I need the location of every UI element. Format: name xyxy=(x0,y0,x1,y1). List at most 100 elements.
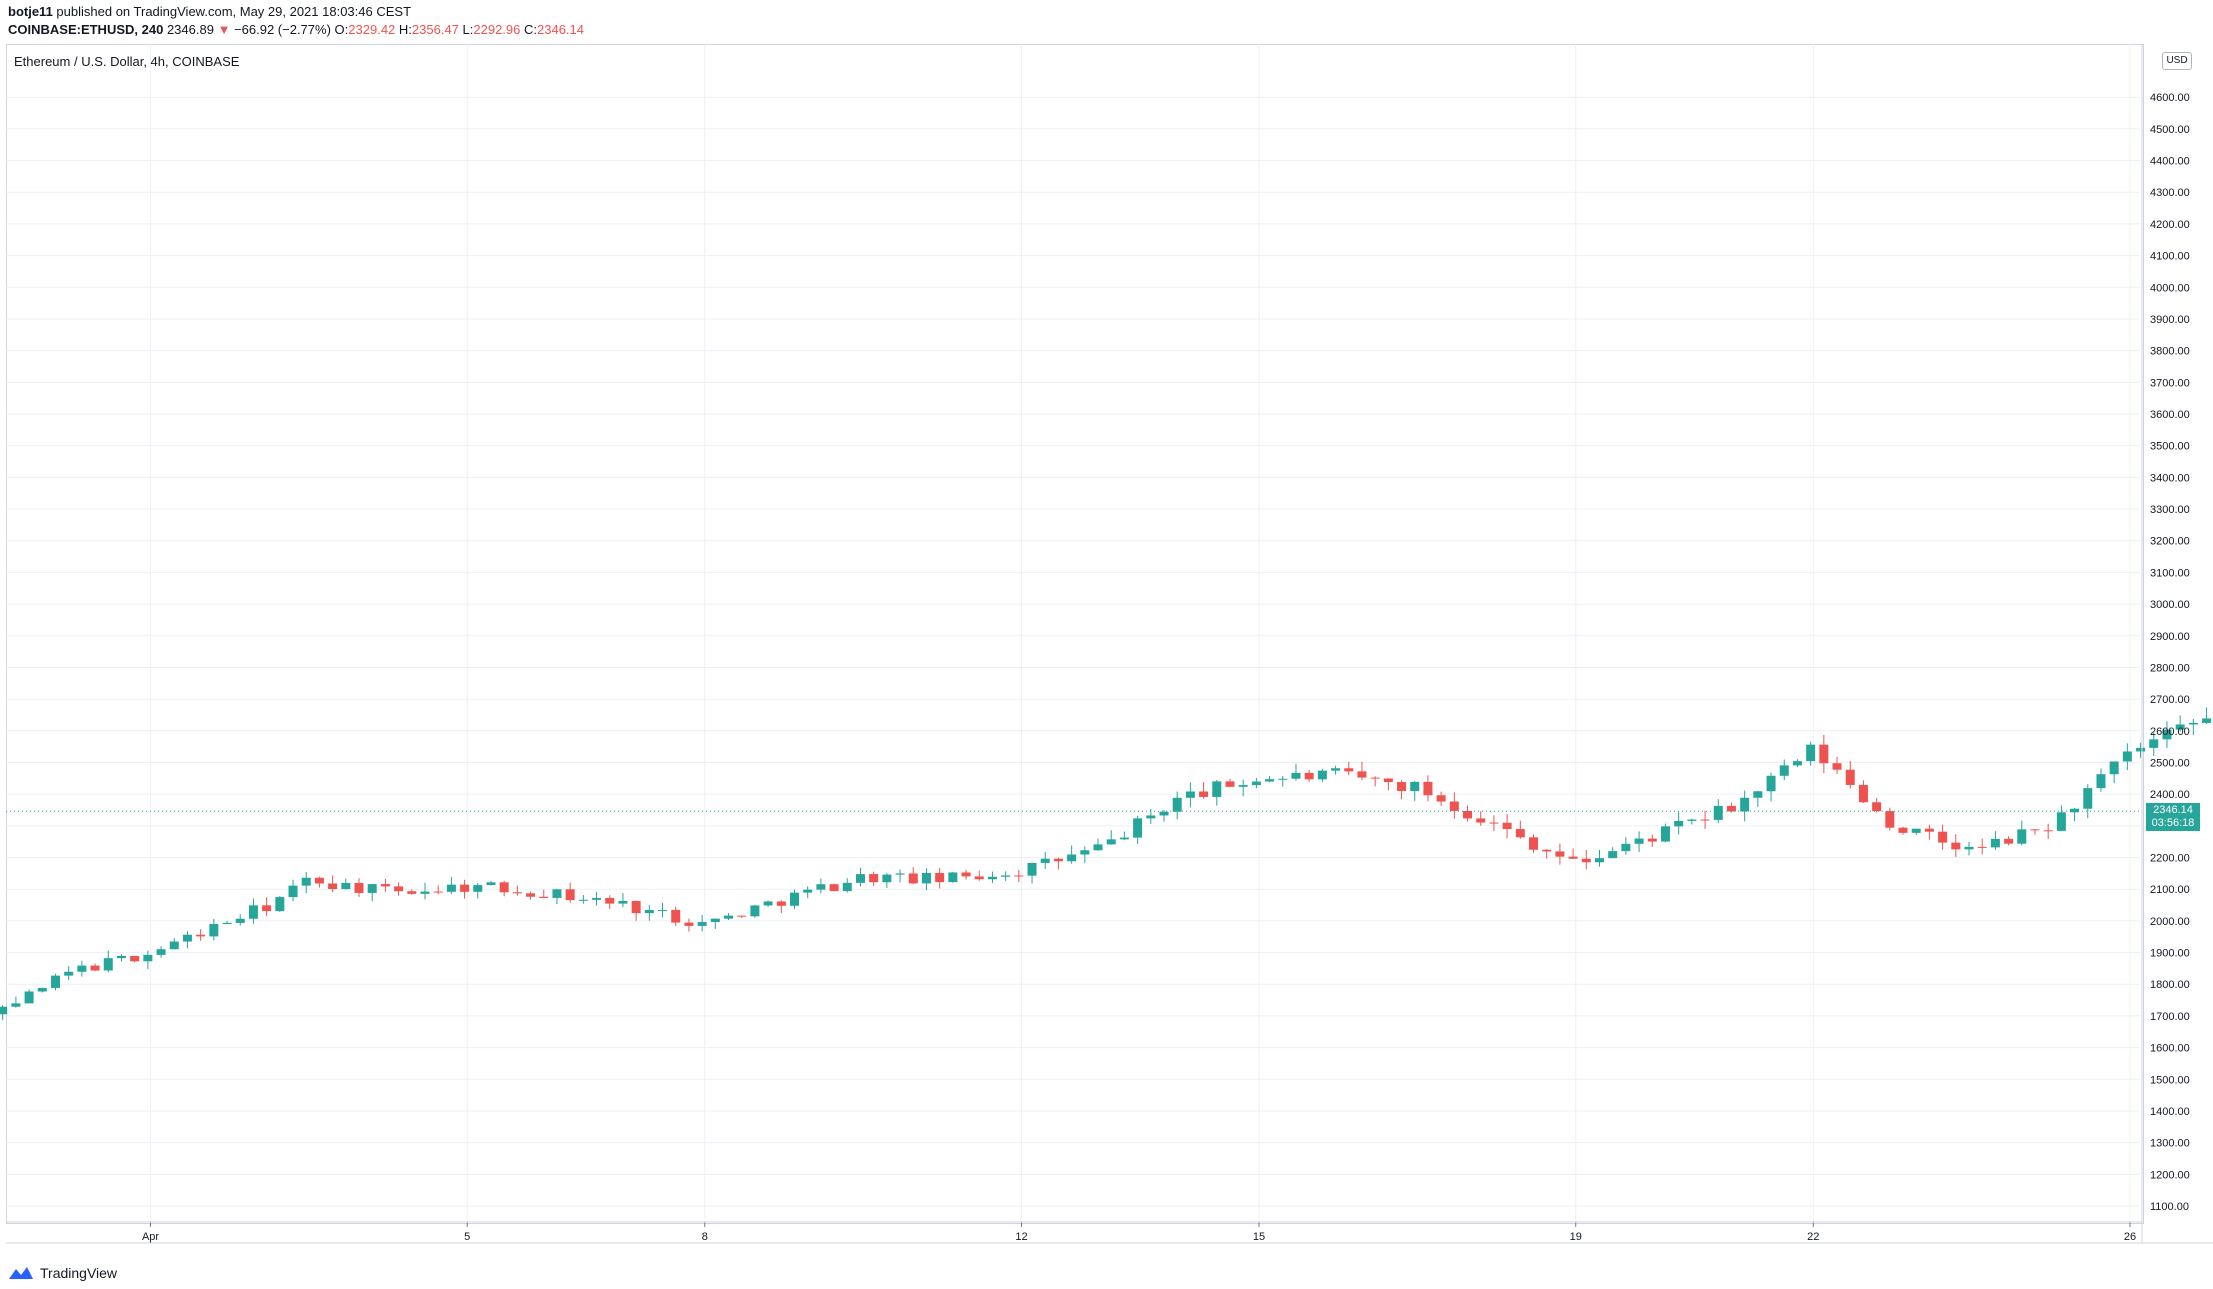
candle-body xyxy=(1660,826,1670,842)
time-axis[interactable]: 29Apr581215192226May47101317202427Jun471… xyxy=(0,1221,2213,1244)
candle-body xyxy=(644,910,654,914)
candle-body xyxy=(565,889,575,901)
time-tick-label: 26 xyxy=(2124,1231,2136,1243)
last-price-label: 2346.14 03:56:18 xyxy=(2146,803,2200,831)
candle-body xyxy=(776,901,786,906)
candle-body xyxy=(1885,811,1895,828)
candle-body xyxy=(1515,829,1525,838)
price-tick-label: 1800.00 xyxy=(2150,979,2190,991)
close-label: C: xyxy=(524,22,537,37)
candle-body xyxy=(1225,781,1235,787)
candle-body xyxy=(1053,858,1063,862)
candle-body xyxy=(1832,763,1842,770)
price-tick-label: 3500.00 xyxy=(2150,441,2190,453)
price-tick-label: 1400.00 xyxy=(2150,1106,2190,1118)
price-tick-label: 1700.00 xyxy=(2150,1011,2190,1023)
candle-body xyxy=(2043,830,2053,832)
candlestick-series xyxy=(0,707,2212,1021)
candle-body xyxy=(182,934,192,942)
candle-body xyxy=(222,922,232,925)
candle-body xyxy=(526,893,536,897)
candle-body xyxy=(855,874,865,883)
candle-body xyxy=(895,873,905,875)
price-tick-label: 2800.00 xyxy=(2150,662,2190,674)
candle-body xyxy=(1634,838,1644,844)
author-name[interactable]: botje11 xyxy=(8,4,53,19)
candle-body xyxy=(1977,846,1987,848)
price-tick-label: 4500.00 xyxy=(2150,124,2190,136)
price-tick-label: 1600.00 xyxy=(2150,1043,2190,1055)
candle-body xyxy=(130,955,140,962)
candle-body xyxy=(1872,802,1882,812)
candle-body xyxy=(90,965,100,971)
candle-body xyxy=(1845,769,1855,785)
currency-badge[interactable]: USD xyxy=(2162,52,2192,70)
candle-body xyxy=(1251,781,1261,786)
price-tick-label: 3200.00 xyxy=(2150,536,2190,548)
publish-info: botje11 published on TradingView.com, Ma… xyxy=(8,4,411,19)
candle-body xyxy=(763,901,773,906)
candle-body xyxy=(446,884,456,892)
candle-body xyxy=(116,955,126,959)
candle-body xyxy=(1265,779,1275,782)
candle-body xyxy=(2175,724,2185,730)
candle-body xyxy=(935,872,945,883)
candle-body xyxy=(1568,856,1578,859)
price-tick-label: 3100.00 xyxy=(2150,567,2190,579)
candle-body xyxy=(1199,791,1209,797)
candle-body xyxy=(486,882,496,886)
candle-body xyxy=(1093,844,1103,851)
footer-brand[interactable]: TradingView xyxy=(8,1262,117,1284)
candle-body xyxy=(658,909,668,911)
last-price-value: 2346.14 xyxy=(2153,804,2193,816)
candle-body xyxy=(1331,768,1341,771)
open-label: O: xyxy=(334,22,349,37)
price-tick-label: 3600.00 xyxy=(2150,409,2190,421)
candle-body xyxy=(1647,838,1657,842)
candle-body xyxy=(1529,837,1539,850)
candle-body xyxy=(1608,851,1618,859)
open-value: 2329.42 xyxy=(348,22,396,37)
price-tick-label: 2600.00 xyxy=(2150,726,2190,738)
candle-body xyxy=(869,874,879,883)
price-tick-label: 4000.00 xyxy=(2150,282,2190,294)
candle-body xyxy=(1621,843,1631,852)
candle-body xyxy=(354,882,364,893)
candle-body xyxy=(1040,858,1050,863)
candle-body xyxy=(987,876,997,880)
candle-body xyxy=(974,876,984,880)
price-tick-label: 3700.00 xyxy=(2150,377,2190,389)
price-tick-label: 3800.00 xyxy=(2150,346,2190,358)
candle-body xyxy=(1819,744,1829,764)
candle-body xyxy=(2070,808,2080,813)
price-tick-label: 1900.00 xyxy=(2150,948,2190,960)
time-tick-label: 8 xyxy=(702,1231,708,1243)
down-arrow-icon: ▼ xyxy=(217,22,231,37)
candle-body xyxy=(829,884,839,892)
candle-body xyxy=(1911,828,1921,833)
price-axis[interactable]: 1100.00 1200.00 1300.00 1400.00 1500.00 1600.… xyxy=(2141,44,2190,1243)
candle-body xyxy=(789,892,799,906)
time-tick-label: Apr xyxy=(142,1231,159,1243)
candle-body xyxy=(2109,761,2119,775)
high-label: H: xyxy=(398,22,412,37)
candle-body xyxy=(1674,820,1684,827)
candle-body xyxy=(248,905,258,919)
time-tick-label: 22 xyxy=(1807,1231,1819,1243)
candle-body xyxy=(1212,781,1222,797)
candle-body xyxy=(1858,784,1868,803)
candle-body xyxy=(1449,801,1459,811)
candle-body xyxy=(882,874,892,883)
candle-body xyxy=(1792,761,1802,766)
price-tick-label: 3000.00 xyxy=(2150,599,2190,611)
high-value: 2356.47 xyxy=(411,22,459,37)
candle-body xyxy=(1146,815,1156,819)
candle-body xyxy=(156,949,166,955)
candle-body xyxy=(473,885,483,892)
close-value: 2346.14 xyxy=(537,22,584,37)
price-tick-label: 4600.00 xyxy=(2150,92,2190,104)
candle-body xyxy=(605,897,615,904)
candle-body xyxy=(103,958,113,971)
candle-body xyxy=(1304,772,1314,780)
